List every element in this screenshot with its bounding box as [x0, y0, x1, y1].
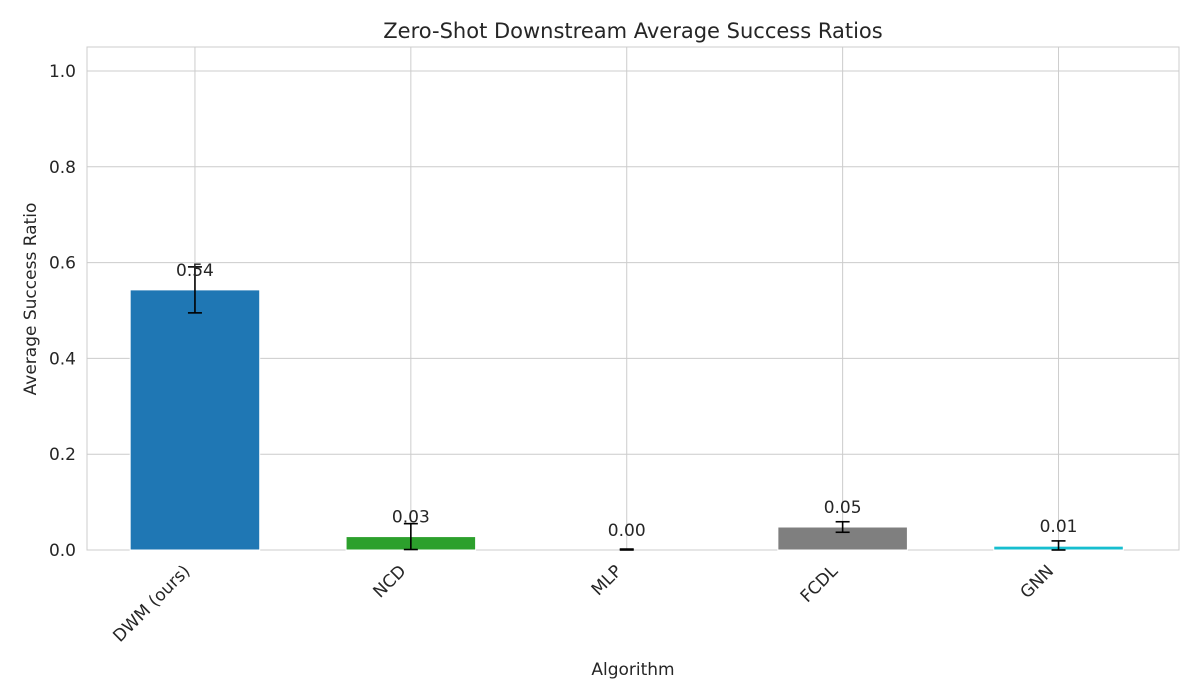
- bar-value-label: 0.01: [1040, 517, 1078, 537]
- x-axis-ticks: DWM (ours) NCD MLP FCDL GNN: [109, 561, 1058, 646]
- grid: [87, 47, 1179, 551]
- y-tick-label: 0.6: [49, 254, 76, 274]
- error-bars: [187, 266, 1066, 551]
- x-tick-label: NCD: [370, 561, 411, 602]
- y-axis-ticks: 0.0 0.2 0.4 0.6 0.8 1.0: [49, 62, 76, 561]
- bar-dwm-ours: [129, 289, 261, 551]
- y-tick-label: 0.0: [49, 541, 76, 561]
- y-tick-label: 1.0: [49, 62, 76, 82]
- y-tick-label: 0.8: [49, 158, 76, 178]
- bar-value-label: 0.05: [824, 498, 862, 518]
- y-axis-label: Average Success Ratio: [21, 203, 41, 396]
- x-tick-label: FCDL: [797, 561, 843, 607]
- bar-value-label: 0.00: [608, 521, 646, 541]
- chart-title: Zero-Shot Downstream Average Success Rat…: [383, 19, 882, 43]
- x-tick-label: DWM (ours): [109, 561, 194, 646]
- data-labels: 0.54 0.03 0.00 0.05 0.01: [176, 261, 1077, 541]
- y-tick-label: 0.2: [49, 445, 76, 465]
- x-tick-label: GNN: [1017, 561, 1058, 602]
- x-axis-label: Algorithm: [591, 660, 674, 680]
- y-tick-label: 0.4: [49, 349, 76, 369]
- bar-value-label: 0.03: [392, 508, 430, 528]
- x-tick-label: MLP: [588, 561, 626, 599]
- bar-value-label: 0.54: [176, 261, 214, 281]
